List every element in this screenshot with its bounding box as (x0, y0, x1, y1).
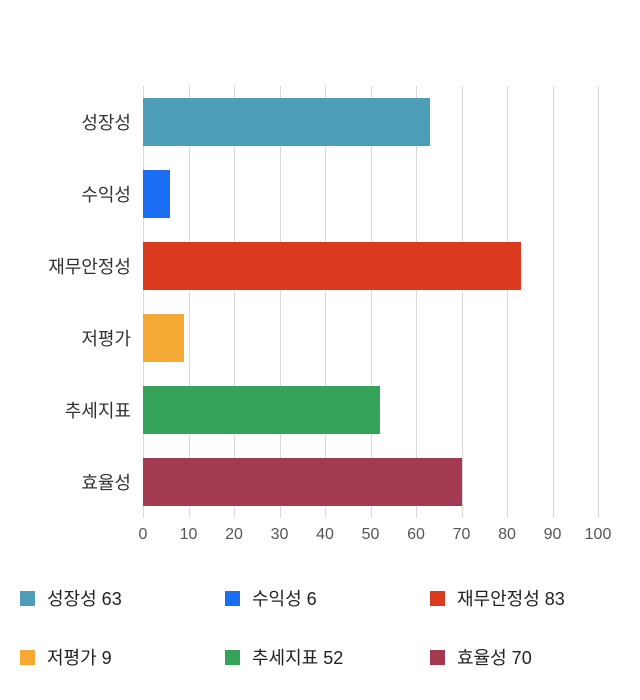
bar-성장성 (143, 98, 430, 146)
bar-재무안정성 (143, 242, 521, 290)
legend-item: 수익성 6 (225, 585, 430, 611)
gridline (598, 86, 599, 518)
x-tick-label: 80 (498, 526, 516, 543)
category-label: 효율성 (81, 473, 131, 493)
legend-swatch-icon (20, 590, 35, 606)
legend-label: 효율성 70 (457, 648, 532, 668)
bar-track (143, 386, 598, 434)
gridline (234, 86, 235, 518)
legend-item: 성장성 63 (20, 585, 225, 611)
bar-row: 재무안정성 (0, 230, 640, 302)
bar-track (143, 170, 598, 218)
bar-수익성 (143, 170, 171, 218)
legend-label: 추세지표 52 (252, 648, 344, 668)
bar-저평가 (143, 314, 184, 362)
legend-label: 수익성 6 (252, 589, 317, 609)
legend-swatch-icon (225, 590, 240, 606)
x-axis: 0 10 20 30 40 50 60 70 80 90 100 (139, 518, 612, 552)
bar-row: 추세지표 (0, 374, 640, 446)
legend-item: 저평가 9 (20, 644, 225, 670)
x-tick-label: 50 (361, 526, 380, 543)
x-tick-label: 20 (225, 526, 243, 543)
legend-swatch-icon (225, 649, 240, 665)
x-tick-label: 60 (407, 526, 425, 543)
legend-swatch-icon (20, 649, 35, 665)
bar-track (143, 458, 598, 506)
bar-효율성 (143, 458, 462, 506)
x-tick-label: 40 (316, 526, 334, 543)
bar-추세지표 (143, 386, 380, 434)
x-tick-label: 30 (270, 526, 289, 543)
bar-row: 성장성 (0, 86, 640, 158)
category-label: 저평가 (81, 329, 131, 349)
legend-item: 효율성 70 (430, 644, 630, 670)
legend-item: 추세지표 52 (225, 644, 430, 670)
x-tick-label: 100 (584, 526, 612, 543)
grid-layer (143, 86, 599, 518)
x-tick-label: 0 (138, 526, 148, 543)
bar-track (143, 98, 598, 146)
legend-label: 성장성 63 (47, 589, 122, 609)
x-tick-label: 70 (452, 526, 471, 543)
legend-item: 재무안정성 83 (430, 585, 630, 611)
bar-row: 효율성 (0, 446, 640, 518)
x-tick-label: 10 (179, 526, 198, 543)
bar-track (143, 242, 598, 290)
legend: 성장성 63 수익성 6 재무안정성 83 저평가 9 추세지표 52 효율성 70 (20, 585, 630, 670)
gridline (507, 86, 508, 518)
x-tick-label: 90 (543, 526, 562, 543)
gridline (552, 86, 554, 518)
bar-track (143, 314, 598, 362)
legend-swatch-icon (430, 649, 445, 665)
category-label: 추세지표 (64, 401, 131, 421)
category-label: 성장성 (81, 113, 131, 133)
gridline (325, 86, 326, 518)
gridline (461, 86, 463, 518)
gridline (416, 86, 417, 518)
gridline (143, 86, 144, 518)
legend-swatch-icon (430, 590, 445, 606)
gridline (188, 86, 190, 518)
bar-row: 수익성 (0, 158, 640, 230)
gridline (370, 86, 372, 518)
legend-label: 재무안정성 83 (457, 589, 565, 609)
category-label: 재무안정성 (48, 257, 131, 277)
bar-row: 저평가 (0, 302, 640, 374)
category-label: 수익성 (81, 185, 131, 205)
gridline (279, 86, 281, 518)
legend-label: 저평가 9 (47, 648, 112, 668)
